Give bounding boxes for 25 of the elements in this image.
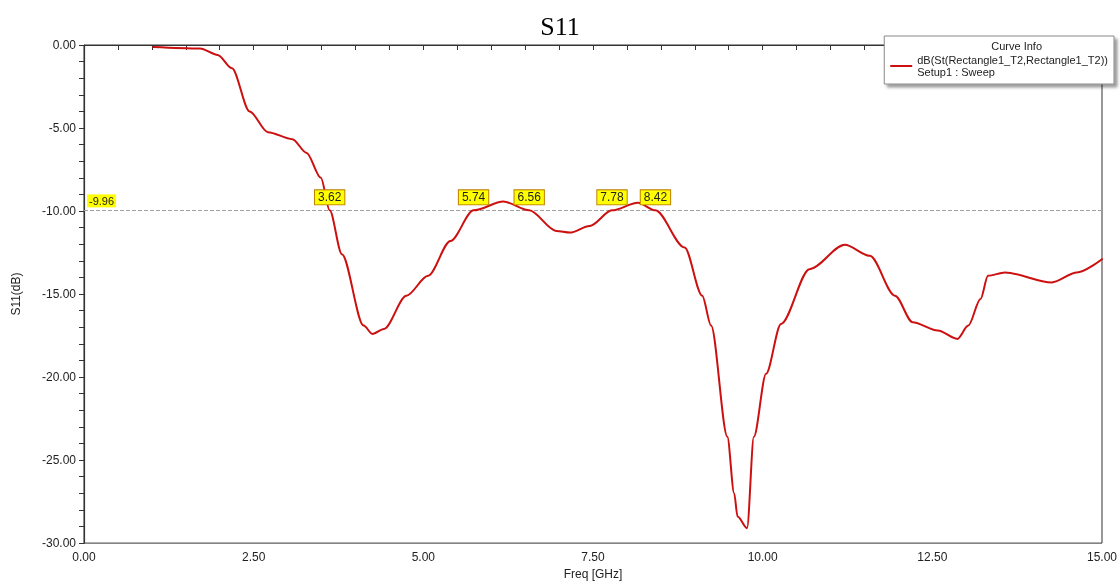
ref-line-label: -9.96 xyxy=(89,194,115,207)
annotation: 5.74 xyxy=(461,190,486,205)
y-tick-label: -30.00 xyxy=(41,536,77,551)
x-tick-label: 10.00 xyxy=(747,550,778,565)
y-tick-label: -10.00 xyxy=(41,204,77,219)
x-tick-label: 12.50 xyxy=(917,550,948,565)
x-axis-title: Freq [GHz] xyxy=(563,567,623,581)
x-tick-label: 15.00 xyxy=(1086,550,1118,565)
legend-title: Curve Info xyxy=(991,39,1042,52)
x-tick-label: 2.50 xyxy=(241,550,266,565)
x-tick-label: 7.50 xyxy=(581,550,605,565)
y-tick-label: -20.00 xyxy=(41,370,77,385)
chart-title: S11 xyxy=(540,11,580,41)
annotation: 8.42 xyxy=(643,190,668,205)
x-tick-label: 5.00 xyxy=(411,550,436,565)
x-tick-label: 0.00 xyxy=(72,550,96,565)
y-tick-label: 0.00 xyxy=(52,38,77,52)
y-tick-label: -25.00 xyxy=(41,453,77,468)
annotation: 3.62 xyxy=(317,190,342,205)
y-tick-label: -5.00 xyxy=(48,121,77,136)
legend-label: dB(St(Rectangle1_T2,Rectangle1_T2)) Setup1 : Sweep xyxy=(917,54,1108,78)
y-tick-label: -15.00 xyxy=(41,287,77,302)
y-axis-title: S11(dB) xyxy=(9,272,23,316)
annotation: 7.78 xyxy=(600,190,624,205)
annotation: 6.56 xyxy=(517,190,542,205)
